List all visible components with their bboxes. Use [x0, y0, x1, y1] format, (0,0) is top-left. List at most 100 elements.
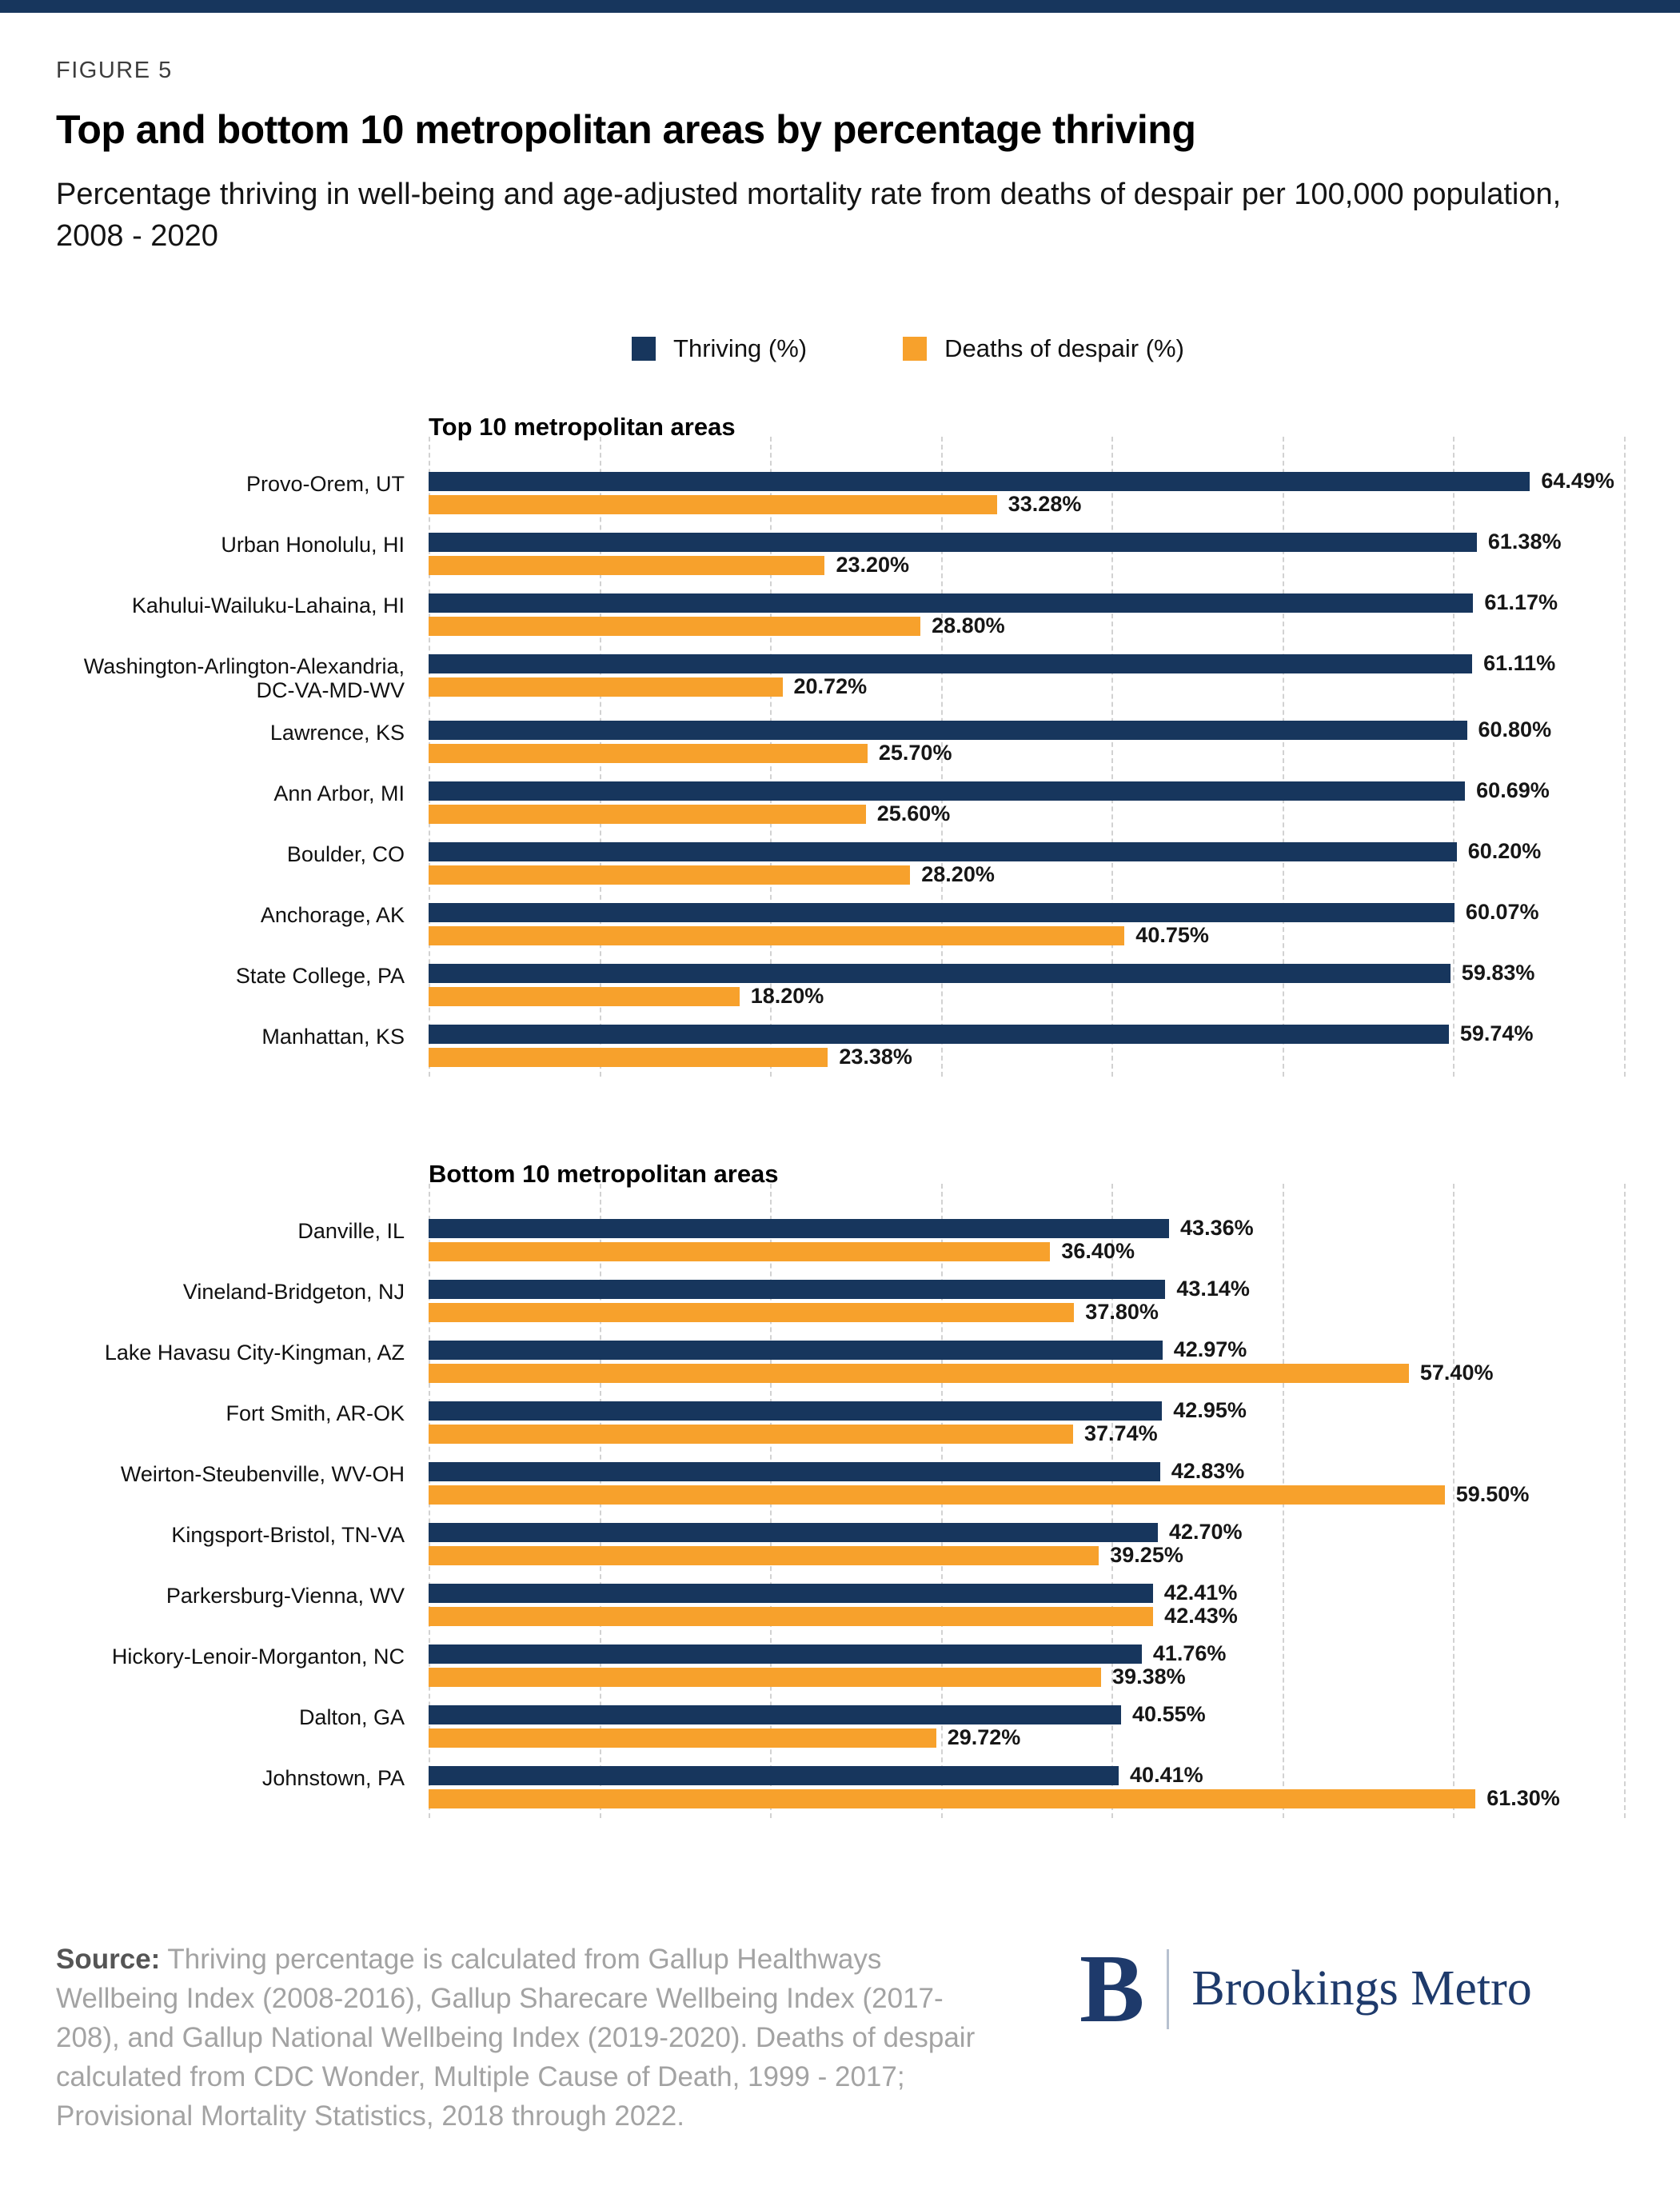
despair-value-label: 25.60%	[876, 801, 951, 826]
despair-bar-line: 37.74%	[429, 1421, 1624, 1445]
despair-bar-line: 36.40%	[429, 1239, 1624, 1263]
despair-bar	[429, 677, 783, 697]
thriving-bar	[429, 1279, 1166, 1299]
despair-value-label: 42.43%	[1164, 1604, 1238, 1629]
thriving-value-label: 64.49%	[1541, 469, 1614, 494]
despair-bar-line: 39.38%	[429, 1664, 1624, 1688]
page-title: Top and bottom 10 metropolitan areas by …	[56, 107, 1196, 152]
despair-bar-line: 37.80%	[429, 1300, 1624, 1324]
category-label: Ann Arbor, MI	[273, 781, 405, 805]
despair-bar	[429, 865, 911, 885]
category-label: Dalton, GA	[298, 1704, 405, 1729]
despair-bar	[429, 1485, 1445, 1505]
thriving-bar-line: 42.41%	[429, 1581, 1624, 1605]
gridline-70	[1624, 436, 1626, 1077]
chart-body-top-10: Provo-Orem, UT 64.49% 33.28% Urban Honolulu…	[56, 436, 1626, 1077]
section-title-top-10: Top 10 metropolitan areas	[429, 412, 736, 441]
despair-value-label: 23.20%	[836, 553, 910, 577]
chart-row: Urban Honolulu, HI 61.38% 23.20%	[56, 530, 1624, 577]
despair-bar	[429, 1545, 1099, 1565]
chart-row: Lawrence, KS 60.80% 25.70%	[56, 717, 1624, 765]
despair-value-label: 59.50%	[1455, 1482, 1530, 1507]
thriving-value-label: 59.83%	[1461, 961, 1535, 985]
chart-row: Provo-Orem, UT 64.49% 33.28%	[56, 469, 1624, 517]
thriving-value-label: 42.83%	[1171, 1459, 1245, 1484]
thriving-bar-line: 42.83%	[429, 1459, 1624, 1484]
legend-item-thriving: Thriving (%)	[632, 334, 807, 363]
category-label: Urban Honolulu, HI	[221, 532, 405, 557]
category-label: Anchorage, AK	[260, 902, 405, 927]
thriving-bar	[429, 781, 1466, 801]
thriving-bar-line: 61.17%	[429, 590, 1624, 614]
figure-page: FIGURE 5 Top and bottom 10 metropolitan …	[0, 13, 1680, 2136]
row-bars: 42.41% 42.43%	[429, 1581, 1624, 1629]
despair-swatch-icon	[903, 336, 928, 361]
despair-bar	[429, 616, 921, 636]
despair-value-label: 33.28%	[1008, 492, 1082, 517]
category-label: Parkersburg-Vienna, WV	[166, 1583, 405, 1608]
row-bars: 60.07% 40.75%	[429, 900, 1624, 948]
category-label: Lake Havasu City-Kingman, AZ	[104, 1340, 405, 1365]
thriving-bar	[429, 1218, 1170, 1238]
row-bars: 43.36% 36.40%	[429, 1216, 1624, 1263]
chart-row: Kingsport-Bristol, TN-VA 42.70% 39.25%	[56, 1520, 1624, 1568]
despair-value-label: 40.75%	[1135, 923, 1209, 948]
thriving-bar	[429, 1401, 1163, 1421]
despair-bar	[429, 1728, 936, 1748]
chart-row: Danville, IL 43.36% 36.40%	[56, 1216, 1624, 1263]
section-title-bottom-10: Bottom 10 metropolitan areas	[429, 1159, 779, 1188]
category-label: Weirton-Steubenville, WV-OH	[120, 1461, 405, 1486]
thriving-bar	[429, 1340, 1163, 1360]
category-label: Kingsport-Bristol, TN-VA	[171, 1522, 405, 1547]
top-accent-bar	[0, 0, 1680, 13]
thriving-bar-line: 40.41%	[429, 1763, 1624, 1788]
despair-value-label: 39.25%	[1110, 1543, 1183, 1568]
despair-bar	[429, 1424, 1074, 1444]
despair-value-label: 29.72%	[947, 1725, 1021, 1750]
despair-bar	[429, 494, 997, 514]
despair-bar-line: 39.25%	[429, 1543, 1624, 1568]
thriving-bar	[429, 720, 1467, 740]
despair-value-label: 39.38%	[1112, 1664, 1186, 1689]
thriving-bar-line: 41.76%	[429, 1641, 1624, 1665]
despair-bar	[429, 1302, 1075, 1322]
chart-row: Lake Havasu City-Kingman, AZ 42.97% 57.40%	[56, 1337, 1624, 1385]
despair-value-label: 20.72%	[793, 674, 868, 699]
thriving-bar-line: 42.95%	[429, 1398, 1624, 1422]
row-bars: 60.20% 28.20%	[429, 839, 1624, 886]
thriving-swatch-icon	[632, 336, 656, 361]
thriving-bar-line: 64.49%	[429, 469, 1624, 494]
chart-row: Weirton-Steubenville, WV-OH 42.83% 59.50%	[56, 1459, 1624, 1507]
despair-bar-line: 25.60%	[429, 801, 1624, 825]
chart-row: Dalton, GA 40.55% 29.72%	[56, 1702, 1624, 1750]
thriving-bar-line: 60.69%	[429, 778, 1624, 802]
thriving-value-label: 40.41%	[1130, 1763, 1203, 1788]
category-label: Washington-Arlington-Alexandria, DC-VA-M…	[83, 653, 405, 702]
despair-bar-line: 61.30%	[429, 1786, 1624, 1810]
despair-bar-line: 28.80%	[429, 613, 1624, 637]
row-bars: 59.74% 23.38%	[429, 1021, 1624, 1069]
thriving-bar	[429, 532, 1477, 552]
despair-value-label: 37.74%	[1084, 1421, 1158, 1446]
thriving-bar-line: 59.83%	[429, 961, 1624, 985]
source-note: Source: Thriving percentage is calculate…	[56, 1940, 1000, 2136]
despair-bar	[429, 555, 825, 575]
thriving-bar-line: 43.36%	[429, 1216, 1624, 1240]
row-bars: 43.14% 37.80%	[429, 1277, 1624, 1324]
row-bars: 61.38% 23.20%	[429, 530, 1624, 577]
despair-bar	[429, 1788, 1476, 1808]
category-label: Boulder, CO	[286, 841, 405, 866]
chart-row: Kahului-Wailuku-Lahaina, HI 61.17% 28.80%	[56, 590, 1624, 637]
thriving-bar	[429, 1765, 1119, 1785]
chart-row: Johnstown, PA 40.41% 61.30%	[56, 1763, 1624, 1810]
despair-bar-line: 18.20%	[429, 984, 1624, 1009]
despair-bar-line: 23.20%	[429, 553, 1624, 577]
despair-bar	[429, 1047, 828, 1067]
thriving-bar	[429, 841, 1457, 861]
legend-label-despair: Deaths of despair (%)	[944, 334, 1184, 362]
thriving-bar-line: 42.70%	[429, 1520, 1624, 1544]
thriving-bar	[429, 902, 1455, 922]
row-bars: 42.70% 39.25%	[429, 1520, 1624, 1568]
despair-value-label: 18.20%	[750, 984, 824, 1009]
despair-bar-line: 40.75%	[429, 923, 1624, 948]
